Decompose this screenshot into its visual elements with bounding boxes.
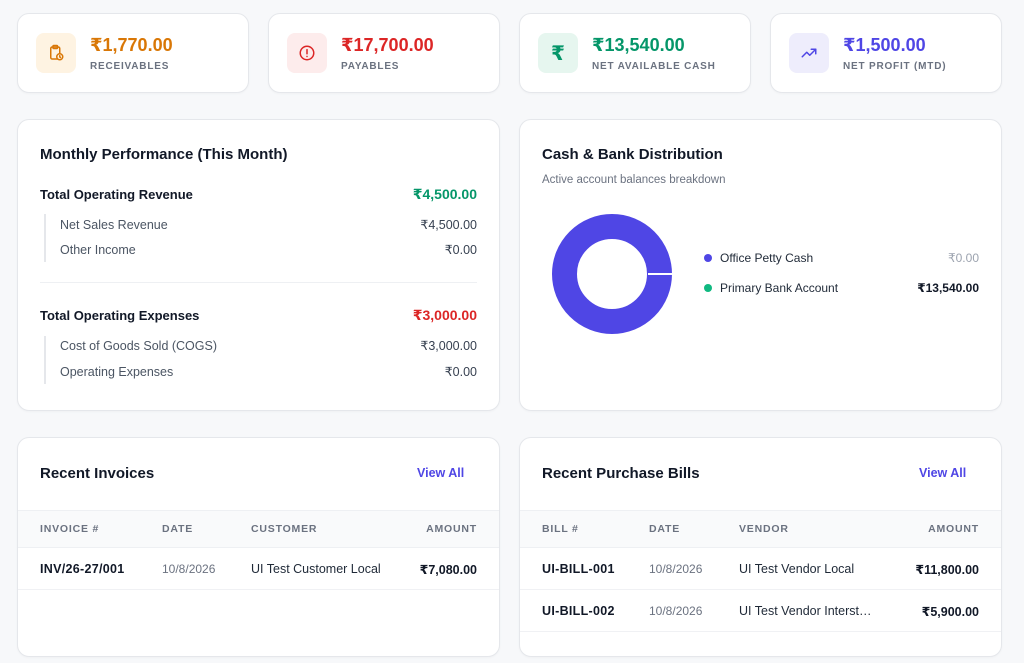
table-header: BILL # DATE VENDOR AMOUNT: [520, 510, 1001, 548]
legend-value: ₹0.00: [948, 251, 979, 265]
legend-dot: [704, 254, 712, 262]
column-header[interactable]: AMOUNT: [928, 523, 979, 535]
legend-row-primary-bank: Primary Bank Account ₹13,540.00: [704, 281, 979, 295]
donut-chart[interactable]: [551, 213, 673, 335]
legend-value: ₹13,540.00: [917, 281, 979, 295]
column-header[interactable]: VENDOR: [739, 523, 789, 535]
column-header[interactable]: CUSTOMER: [251, 523, 318, 535]
revenue-total-value: ₹4,500.00: [412, 186, 477, 202]
trending-up-icon: [789, 33, 829, 73]
table-row[interactable]: UI-BILL-001 10/8/2026 UI Test Vendor Loc…: [520, 548, 1001, 590]
panel-title: Recent Purchase Bills: [542, 465, 700, 482]
table-row[interactable]: UI-BILL-002 10/8/2026 UI Test Vendor Int…: [520, 590, 1001, 632]
legend-row-petty-cash: Office Petty Cash ₹0.00: [704, 251, 979, 265]
recent-purchase-bills-card: Recent Purchase Bills View All BILL # DA…: [519, 437, 1002, 657]
line-item-value: ₹0.00: [444, 243, 477, 257]
column-header[interactable]: DATE: [162, 523, 194, 535]
alert-circle-icon: [287, 33, 327, 73]
bill-number[interactable]: UI-BILL-001: [542, 562, 615, 576]
kpi-value: ₹1,500.00: [843, 35, 926, 55]
kpi-card-net-cash[interactable]: ₹ ₹13,540.00 NET AVAILABLE CASH: [519, 13, 751, 93]
bill-amount: ₹5,900.00: [921, 605, 979, 619]
cash-bank-distribution-card: Cash & Bank Distribution Active account …: [519, 119, 1002, 411]
kpi-label: NET PROFIT (MTD): [843, 61, 947, 72]
bill-number[interactable]: UI-BILL-002: [542, 604, 615, 618]
customer-name: UI Test Customer Local: [251, 562, 381, 576]
line-item-label: Net Sales Revenue: [60, 217, 168, 232]
revenue-total-label: Total Operating Revenue: [40, 187, 193, 202]
line-item-value: ₹3,000.00: [420, 339, 477, 353]
line-item-value: ₹4,500.00: [420, 218, 477, 232]
column-header[interactable]: AMOUNT: [426, 523, 477, 535]
vendor-name: UI Test Vendor Local: [739, 562, 855, 576]
expense-line-item: Cost of Goods Sold (COGS) ₹3,000.00: [60, 338, 477, 354]
legend-label: Primary Bank Account: [720, 281, 839, 295]
bill-amount: ₹11,800.00: [915, 563, 979, 577]
revenue-line-item: Net Sales Revenue ₹4,500.00: [60, 217, 477, 233]
monthly-performance-card: Monthly Performance (This Month) Total O…: [17, 119, 500, 411]
kpi-label: NET AVAILABLE CASH: [592, 61, 716, 72]
panel-title: Cash & Bank Distribution: [542, 146, 723, 163]
vendor-name: UI Test Vendor Interst…: [739, 604, 872, 618]
revenue-total-row: Total Operating Revenue ₹4,500.00: [40, 186, 477, 203]
invoice-date: 10/8/2026: [162, 562, 216, 576]
kpi-card-net-profit[interactable]: ₹1,500.00 NET PROFIT (MTD): [770, 13, 1002, 93]
invoice-amount: ₹7,080.00: [419, 563, 477, 577]
bill-date: 10/8/2026: [649, 604, 703, 618]
rupee-icon: ₹: [538, 33, 578, 73]
donut-segment-primary-bank: [552, 214, 672, 334]
panel-subtitle: Active account balances breakdown: [542, 174, 726, 186]
bill-date: 10/8/2026: [649, 562, 703, 576]
revenue-line-item: Other Income ₹0.00: [60, 242, 477, 258]
view-all-bills-link[interactable]: View All: [919, 466, 967, 480]
legend-dot: [704, 284, 712, 292]
expenses-total-value: ₹3,000.00: [412, 307, 477, 323]
clipboard-clock-icon: [36, 33, 76, 73]
kpi-value: ₹17,700.00: [341, 35, 434, 55]
kpi-value: ₹13,540.00: [592, 35, 685, 55]
panel-title: Monthly Performance (This Month): [40, 146, 288, 163]
panel-title: Recent Invoices: [40, 465, 155, 482]
table-header: INVOICE # DATE CUSTOMER AMOUNT: [18, 510, 499, 548]
legend-label: Office Petty Cash: [720, 251, 814, 265]
kpi-label: RECEIVABLES: [90, 61, 170, 72]
line-item-value: ₹0.00: [444, 365, 477, 379]
line-item-label: Cost of Goods Sold (COGS): [60, 338, 218, 353]
kpi-card-payables[interactable]: ₹17,700.00 PAYABLES: [268, 13, 500, 93]
kpi-value: ₹1,770.00: [90, 35, 173, 55]
view-all-invoices-link[interactable]: View All: [417, 466, 465, 480]
invoice-number[interactable]: INV/26-27/001: [40, 562, 125, 576]
column-header[interactable]: BILL #: [542, 523, 579, 535]
expense-line-item: Operating Expenses ₹0.00: [60, 364, 477, 380]
section-divider: [40, 282, 477, 283]
kpi-label: PAYABLES: [341, 61, 400, 72]
divider: [44, 214, 46, 262]
column-header[interactable]: DATE: [649, 523, 681, 535]
expenses-total-label: Total Operating Expenses: [40, 308, 200, 323]
expenses-total-row: Total Operating Expenses ₹3,000.00: [40, 307, 477, 324]
kpi-card-receivables[interactable]: ₹1,770.00 RECEIVABLES: [17, 13, 249, 93]
column-header[interactable]: INVOICE #: [40, 523, 100, 535]
recent-invoices-card: Recent Invoices View All INVOICE # DATE …: [17, 437, 500, 657]
table-row[interactable]: INV/26-27/001 10/8/2026 UI Test Customer…: [18, 548, 499, 590]
divider: [44, 336, 46, 384]
line-item-label: Other Income: [60, 242, 136, 257]
line-item-label: Operating Expenses: [60, 364, 174, 379]
